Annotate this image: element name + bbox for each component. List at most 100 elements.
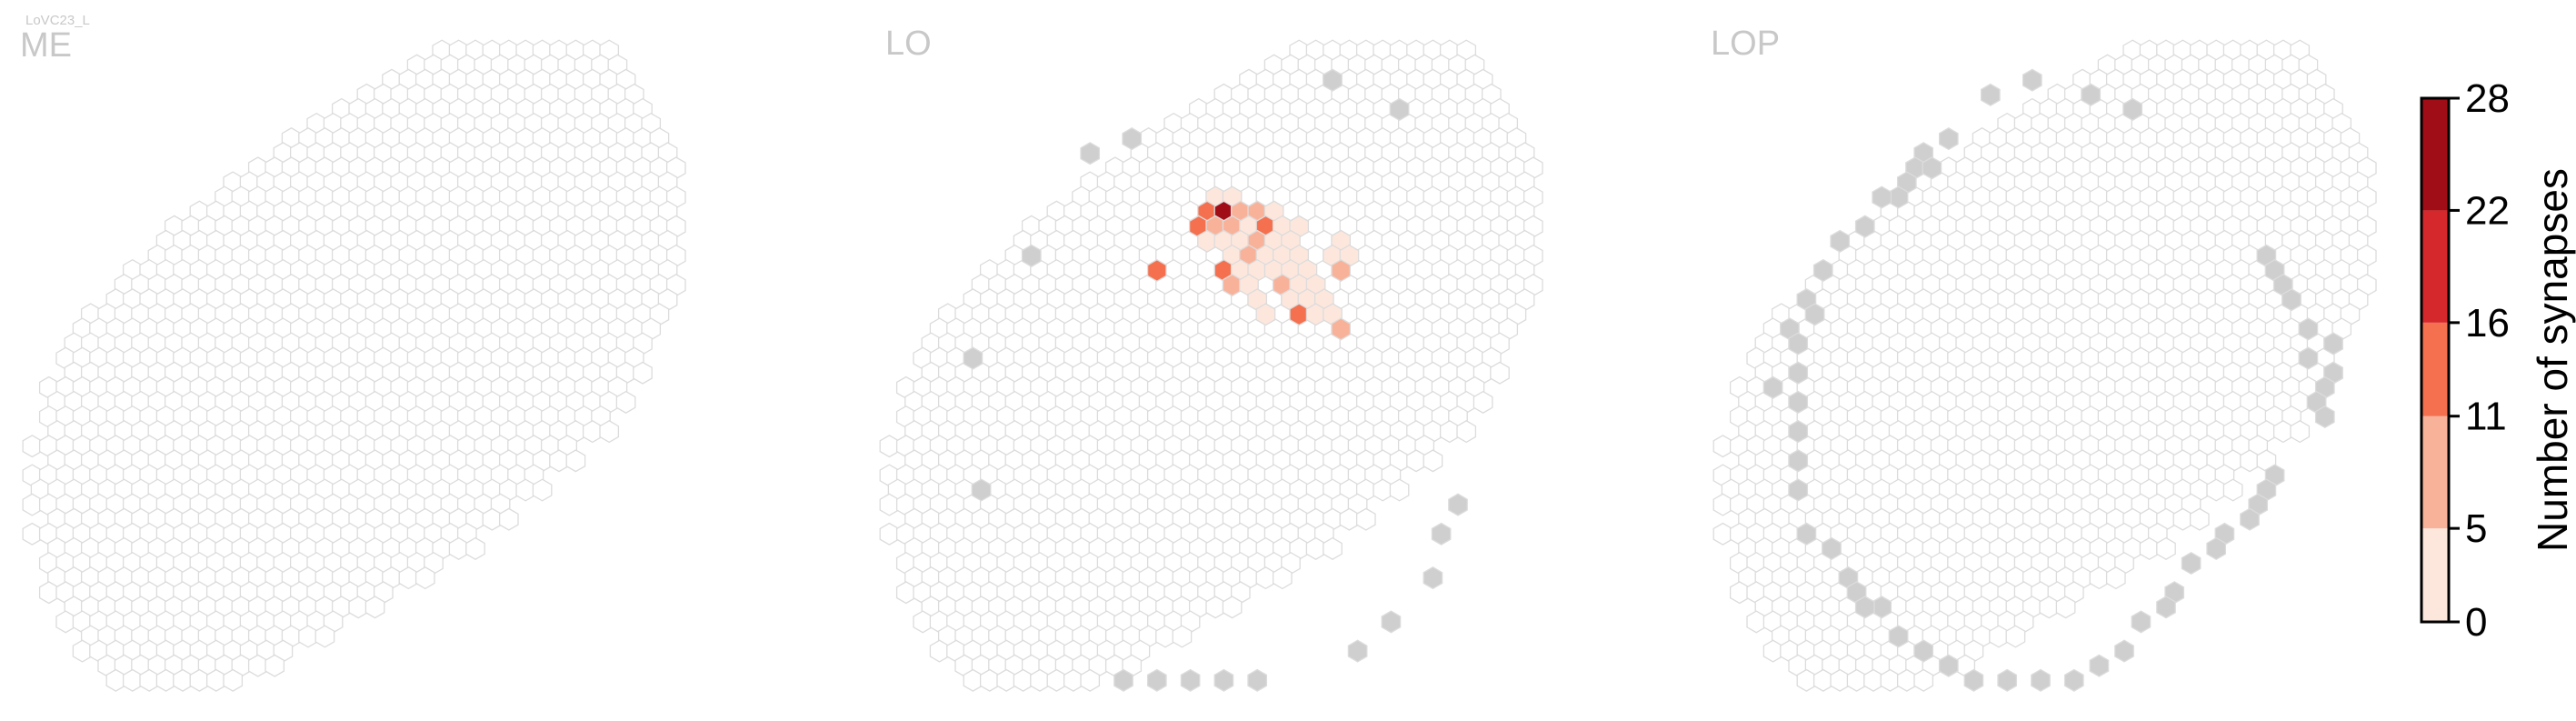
hex-cell — [2105, 566, 2126, 590]
hex-cell — [38, 581, 59, 605]
hex-cell — [414, 566, 435, 590]
boundary-hex-cell — [1888, 185, 1909, 209]
hex-cell — [1880, 668, 1901, 692]
hex-cell — [1046, 668, 1067, 692]
boundary-hex-cell — [1021, 244, 1042, 267]
panel-label-me: ME — [20, 26, 72, 65]
colorbar-tick-label: 28 — [2465, 76, 2510, 121]
hex-cell — [929, 639, 950, 663]
colorbar: 0 5 11 16 22 28 Number of synapses — [2420, 76, 2576, 645]
boundary-hex-cell — [1830, 229, 1851, 253]
hex-cell — [1456, 420, 1477, 444]
hex-cell — [223, 668, 244, 692]
hex-cell — [105, 668, 126, 692]
hex-cell — [498, 507, 519, 531]
hex-cell — [247, 654, 268, 677]
boundary-hex-cell — [1431, 522, 1452, 546]
boundary-hex-cell — [2022, 68, 2042, 92]
hex-cell — [963, 668, 983, 692]
boundary-hex-cell — [1796, 522, 1817, 546]
hex-cell — [2089, 566, 2110, 590]
colorbar-bin — [2421, 416, 2449, 529]
hex-cell — [1830, 668, 1851, 692]
boundary-hex-cell — [2031, 668, 2051, 692]
boundary-hex-cell — [2298, 346, 2319, 370]
hex-cell — [1712, 435, 1733, 458]
hex-cell — [879, 493, 900, 516]
boundary-hex-cell — [1854, 215, 1875, 238]
boundary-hex-cell — [963, 346, 983, 370]
colorbar-tick-label: 0 — [2465, 600, 2487, 645]
hex-cell — [1863, 668, 1883, 692]
boundary-hex-cell — [1922, 156, 1942, 180]
hex-cell — [996, 668, 1017, 692]
boundary-hex-cell — [1247, 668, 1268, 692]
boundary-hex-cell — [1788, 420, 1809, 444]
hex-cell — [22, 493, 43, 516]
hex-cell — [205, 668, 226, 692]
boundary-hex-cell — [1804, 303, 1825, 326]
colorbar-bin — [2421, 210, 2449, 323]
boundary-hex-cell — [2114, 639, 2134, 663]
active-hex-cell — [1222, 274, 1243, 297]
boundary-hex-cell — [1762, 376, 1783, 399]
hex-cell — [1339, 507, 1360, 531]
hex-cell — [2039, 596, 2060, 619]
active-hex-cell — [1255, 303, 1276, 326]
hex-cell — [879, 435, 900, 458]
active-hex-cell — [1331, 317, 1352, 341]
hex-cell — [2005, 625, 2026, 648]
boundary-hex-cell — [1323, 68, 1343, 92]
hex-grid-lo — [879, 39, 1543, 692]
hex-cell — [1205, 596, 1226, 619]
hex-cell — [482, 507, 503, 531]
boundary-hex-cell — [1122, 127, 1143, 151]
colorbar-label: Number of synapses — [2529, 168, 2576, 552]
hex-cell — [1222, 596, 1243, 619]
active-hex-cell — [1197, 229, 1217, 253]
hex-cell — [1762, 639, 1783, 663]
hex-cell — [1305, 536, 1326, 560]
boundary-hex-cell — [2281, 288, 2301, 312]
hex-cell — [315, 625, 335, 648]
colorbar-bins — [2421, 98, 2449, 622]
active-hex-cell — [1146, 258, 1167, 283]
boundary-hex-cell — [1938, 127, 1959, 151]
hex-cell — [2055, 596, 2076, 619]
panel-me: ME — [20, 26, 686, 692]
boundary-hex-cell — [1822, 536, 1842, 560]
colorbar-bin — [2421, 528, 2449, 622]
hex-cell — [1172, 625, 1193, 648]
hex-cell — [448, 536, 469, 560]
colorbar-bin — [2421, 98, 2449, 211]
panel-label-lo: LO — [885, 25, 932, 63]
hex-cell — [1063, 668, 1083, 692]
boundary-hex-cell — [2122, 97, 2143, 121]
boundary-hex-cell — [971, 478, 992, 502]
hex-cell — [2189, 507, 2210, 531]
hex-cell — [364, 596, 385, 619]
hex-cell — [633, 361, 653, 385]
hex-cell — [532, 478, 553, 502]
hex-cell — [1729, 581, 1750, 605]
boundary-hex-cell — [1146, 668, 1167, 692]
hex-cell — [1812, 668, 1833, 692]
hex-cell — [1473, 390, 1493, 414]
hex-cell — [1423, 449, 1443, 473]
hex-cell — [979, 668, 1000, 692]
hex-cell — [2172, 507, 2193, 531]
hex-cell — [72, 639, 93, 663]
hex-cell — [599, 420, 620, 444]
boundary-hex-cell — [1423, 566, 1443, 590]
hex-cell — [565, 449, 586, 473]
hex-grid-me — [22, 39, 686, 692]
hex-cell — [189, 668, 210, 692]
boundary-hex-cell — [2314, 405, 2335, 429]
boundary-hex-cell — [1788, 361, 1809, 385]
hex-cell — [1712, 493, 1733, 516]
boundary-hex-cell — [1213, 668, 1234, 692]
panel-label-lop: LOP — [1711, 25, 1780, 63]
colorbar-ticks: 0 5 11 16 22 28 — [2449, 76, 2510, 645]
boundary-hex-cell — [1788, 478, 1809, 502]
boundary-hex-cell — [2131, 610, 2152, 634]
